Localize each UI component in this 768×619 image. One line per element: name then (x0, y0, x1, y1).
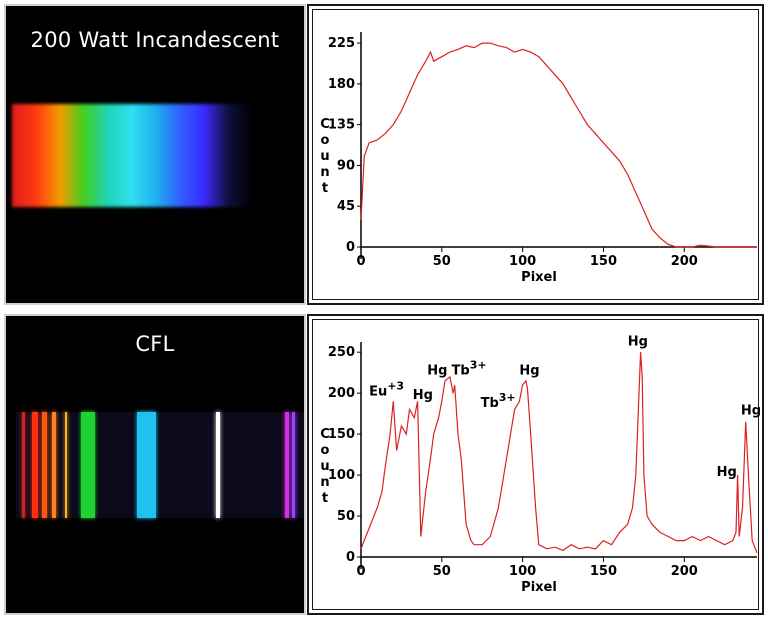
y-axis-label-char: t (322, 491, 328, 506)
y-tick-label: 100 (328, 468, 355, 483)
y-tick-label: 180 (328, 77, 355, 92)
y-tick-label: 250 (328, 345, 355, 360)
incandescent-title: 200 Watt Incandescent (30, 28, 280, 52)
y-axis-label-char: o (321, 443, 330, 458)
x-tick-label: 200 (671, 564, 698, 579)
y-axis-label-char: u (320, 149, 329, 164)
emission-line (292, 412, 296, 518)
emission-line (285, 412, 289, 518)
emission-line (21, 412, 26, 518)
peak-annotation: Hg (741, 403, 761, 418)
x-tick-label: 100 (509, 564, 536, 579)
peak-annotation: Hg (413, 388, 433, 403)
series-line (360, 42, 757, 248)
peak-annotation: Eu+3 (369, 380, 404, 400)
y-axis-label-char: t (322, 181, 328, 196)
y-axis-label-char: n (320, 165, 329, 180)
emission-line (41, 412, 48, 518)
x-tick-label: 0 (356, 254, 365, 269)
peak-annotation: Tb3+ (481, 391, 516, 411)
y-tick-label: 0 (346, 240, 355, 255)
y-tick-label: 50 (337, 509, 355, 524)
y-tick-label: 150 (328, 427, 355, 442)
x-tick-label: 200 (671, 254, 698, 269)
series-line (360, 352, 758, 554)
peak-annotation: Hg (427, 363, 447, 378)
peak-annotation: Hg (628, 335, 648, 350)
emission-line (52, 412, 57, 518)
peak-annotation: Hg (717, 465, 737, 480)
x-tick-label: 100 (509, 254, 536, 269)
incandescent-spectrum-band (12, 104, 252, 207)
x-axis-label: Pixel (521, 270, 557, 285)
y-axis-label-char: o (321, 133, 330, 148)
x-tick-label: 150 (590, 564, 617, 579)
y-tick-label: 90 (337, 158, 355, 173)
emission-line (216, 412, 220, 518)
y-axis-label-char: C (320, 427, 330, 442)
emission-line (80, 412, 96, 518)
emission-line (31, 412, 38, 518)
emission-line (64, 412, 68, 518)
y-axis-label-char: C (320, 117, 330, 132)
y-tick-label: 135 (328, 118, 355, 133)
y-tick-label: 225 (328, 36, 355, 51)
x-tick-label: 50 (433, 254, 451, 269)
y-axis-label-char: u (320, 459, 329, 474)
cfl-spectrum-panel: CFL (4, 314, 306, 615)
y-tick-label: 45 (337, 199, 355, 214)
y-tick-label: 0 (346, 550, 355, 565)
cfl-title: CFL (135, 332, 175, 356)
y-axis-label-char: n (320, 475, 329, 490)
peak-annotation: Tb3+ (452, 358, 487, 378)
x-tick-label: 150 (590, 254, 617, 269)
cfl-spectrum-band (16, 412, 304, 518)
peak-annotation: Hg (519, 363, 539, 378)
incandescent-spectrum-panel: 200 Watt Incandescent (4, 4, 306, 305)
x-axis-label: Pixel (521, 580, 557, 595)
x-tick-label: 0 (356, 564, 365, 579)
y-tick-label: 200 (328, 386, 355, 401)
x-tick-label: 50 (433, 564, 451, 579)
emission-line (136, 412, 156, 518)
